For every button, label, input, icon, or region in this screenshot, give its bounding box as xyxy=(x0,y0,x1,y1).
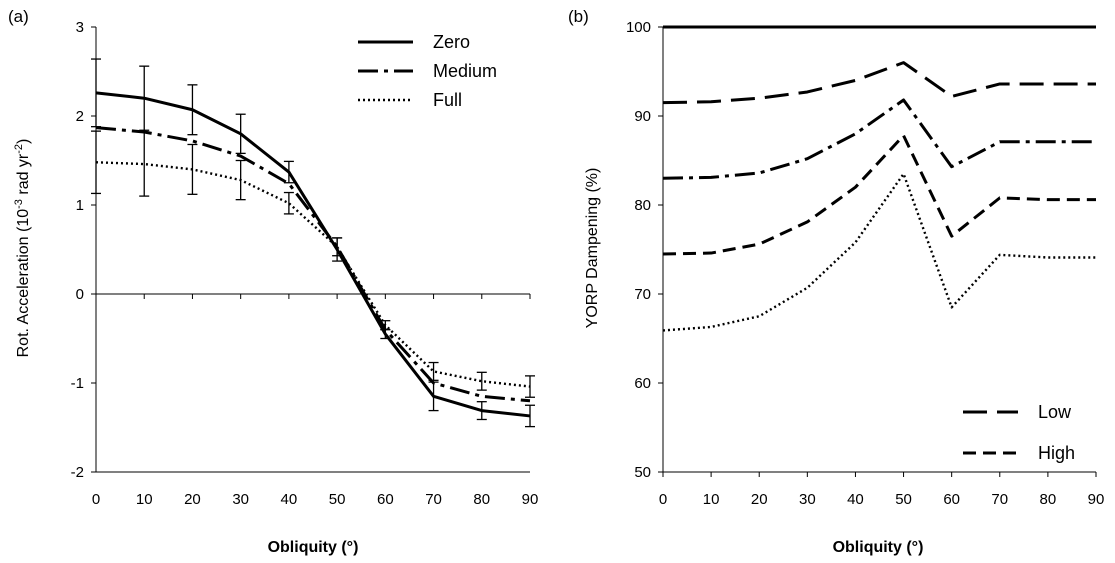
x-tick-label: 90 xyxy=(1088,491,1105,508)
legend-label-medium: Medium xyxy=(433,61,497,81)
legend-label-zero: Zero xyxy=(433,32,470,52)
y-tick-label: 0 xyxy=(76,286,84,303)
error-bar xyxy=(139,65,150,131)
y-tick-label: 100 xyxy=(626,19,651,36)
series-line-dotted xyxy=(662,172,1096,332)
panel-b-x-axis-label: Obliquity (°) xyxy=(833,539,924,556)
x-tick-label: 10 xyxy=(136,491,153,508)
x-tick-label: 40 xyxy=(847,491,864,508)
error-bar xyxy=(235,113,246,155)
panel-a-x-axis-label: Obliquity (°) xyxy=(268,539,359,556)
series-line-full xyxy=(95,161,531,388)
series-line-zero xyxy=(95,91,531,418)
x-tick-label: 50 xyxy=(895,491,912,508)
error-bar xyxy=(283,191,294,215)
series-line-medium xyxy=(95,126,531,403)
error-bar xyxy=(283,160,294,184)
x-tick-label: 30 xyxy=(799,491,816,508)
y-label-part-1: Rot. Acceleration (10 xyxy=(15,209,32,358)
panel-a-x-tick-labels: 0 10 20 30 40 50 60 70 80 90 xyxy=(92,491,539,508)
x-tick-label: 20 xyxy=(751,491,768,508)
x-tick-label: 60 xyxy=(377,491,394,508)
panel-a-y-tick-labels: -2 -1 0 1 2 3 xyxy=(71,19,84,481)
panel-b-label: (b) xyxy=(568,7,589,26)
x-tick-label: 30 xyxy=(232,491,249,508)
y-tick-label: 1 xyxy=(76,197,84,214)
legend-label-full: Full xyxy=(433,90,462,110)
series-line-dashdot xyxy=(662,98,1096,180)
x-tick-label: 40 xyxy=(281,491,298,508)
x-tick-label: 0 xyxy=(659,491,667,508)
y-label-sup-2: -2 xyxy=(13,144,25,154)
panel-b-legend: Low High xyxy=(963,402,1075,463)
x-tick-label: 80 xyxy=(473,491,490,508)
panel-a-label: (a) xyxy=(8,7,29,26)
series-line-low xyxy=(662,61,1096,105)
x-tick-label: 70 xyxy=(991,491,1008,508)
error-bar xyxy=(187,143,198,195)
x-tick-label: 10 xyxy=(703,491,720,508)
error-bar xyxy=(428,381,439,412)
y-tick-label: 90 xyxy=(634,108,651,125)
error-bar xyxy=(332,237,343,257)
error-bar xyxy=(428,361,439,381)
panel-a-error-bars xyxy=(91,58,535,428)
error-bar xyxy=(91,130,101,195)
legend-label-low: Low xyxy=(1038,402,1072,422)
error-bar xyxy=(525,375,535,398)
error-bar xyxy=(476,401,487,421)
error-bar xyxy=(380,320,391,331)
error-bar xyxy=(235,159,246,201)
error-bar xyxy=(476,371,487,391)
x-tick-label: 60 xyxy=(943,491,960,508)
error-bar xyxy=(525,404,535,428)
panel-a-y-axis-label: Rot. Acceleration (10-3 rad yr-2) xyxy=(13,139,32,358)
chart-panel-b: (b) 0 10 20 30 40 50 60 70 80 90 50 60 70 80 90 100 Ob… xyxy=(568,7,1104,556)
panel-a-axes xyxy=(91,26,531,473)
legend-label-high: High xyxy=(1038,443,1075,463)
y-tick-label: 60 xyxy=(634,375,651,392)
series-line-high xyxy=(662,134,1096,256)
x-tick-label: 80 xyxy=(1040,491,1057,508)
panel-b-y-axis-label: YORP Dampening (%) xyxy=(584,168,601,329)
y-tick-label: 50 xyxy=(634,464,651,481)
y-label-part-2: rad yr xyxy=(15,153,32,199)
chart-panel-a: (a) 0 10 20 30 40 50 60 70 80 90 -2 -1 0 1 2 3 Obliqui… xyxy=(8,7,538,556)
y-tick-label: 70 xyxy=(634,286,651,303)
y-tick-label: -2 xyxy=(71,464,84,481)
panel-a-legend: Zero Medium Full xyxy=(358,32,497,110)
error-bar xyxy=(139,131,150,197)
y-tick-label: -1 xyxy=(71,375,84,392)
error-bar xyxy=(91,58,101,128)
panel-a-series xyxy=(95,91,531,418)
x-tick-label: 0 xyxy=(92,491,100,508)
panel-b-x-tick-labels: 0 10 20 30 40 50 60 70 80 90 xyxy=(659,491,1105,508)
x-tick-label: 50 xyxy=(329,491,346,508)
y-label-part-3: ) xyxy=(15,139,32,144)
x-tick-label: 20 xyxy=(184,491,201,508)
y-tick-label: 2 xyxy=(76,108,84,125)
y-tick-label: 3 xyxy=(76,19,84,36)
error-bar xyxy=(187,84,198,136)
y-label-sup-1: -3 xyxy=(13,199,25,209)
panel-b-y-tick-labels: 50 60 70 80 90 100 xyxy=(626,19,651,481)
y-tick-label: 80 xyxy=(634,197,651,214)
x-tick-label: 70 xyxy=(425,491,442,508)
panel-b-series xyxy=(662,25,1096,332)
x-tick-label: 90 xyxy=(522,491,539,508)
